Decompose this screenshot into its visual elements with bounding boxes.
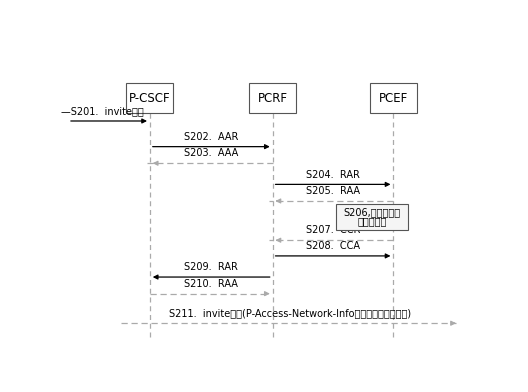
Text: S202.  AAR: S202. AAR <box>184 132 239 142</box>
Text: 入位置信息: 入位置信息 <box>357 217 386 227</box>
Text: S204.  RAR: S204. RAR <box>306 170 360 180</box>
Text: S206,获得用户接: S206,获得用户接 <box>343 208 400 218</box>
Text: S203.  AAA: S203. AAA <box>184 149 238 158</box>
Text: S207.  CCR: S207. CCR <box>306 225 360 235</box>
Text: —S201.  invite请求: —S201. invite请求 <box>61 106 144 116</box>
Text: PCRF: PCRF <box>258 92 288 105</box>
Text: S209.  RAR: S209. RAR <box>184 262 238 272</box>
Bar <box>249 83 296 113</box>
Text: P-CSCF: P-CSCF <box>129 92 171 105</box>
Text: S208.  CCA: S208. CCA <box>306 241 360 251</box>
Text: PCEF: PCEF <box>379 92 408 105</box>
Bar <box>370 83 417 113</box>
Text: S211.  invite请求(P-Access-Network-Info中携带用户位置信息): S211. invite请求(P-Access-Network-Info中携带用… <box>169 309 411 318</box>
Bar <box>336 204 408 230</box>
Text: S205.  RAA: S205. RAA <box>306 186 360 196</box>
Text: S210.  RAA: S210. RAA <box>184 279 238 289</box>
Bar <box>126 83 173 113</box>
